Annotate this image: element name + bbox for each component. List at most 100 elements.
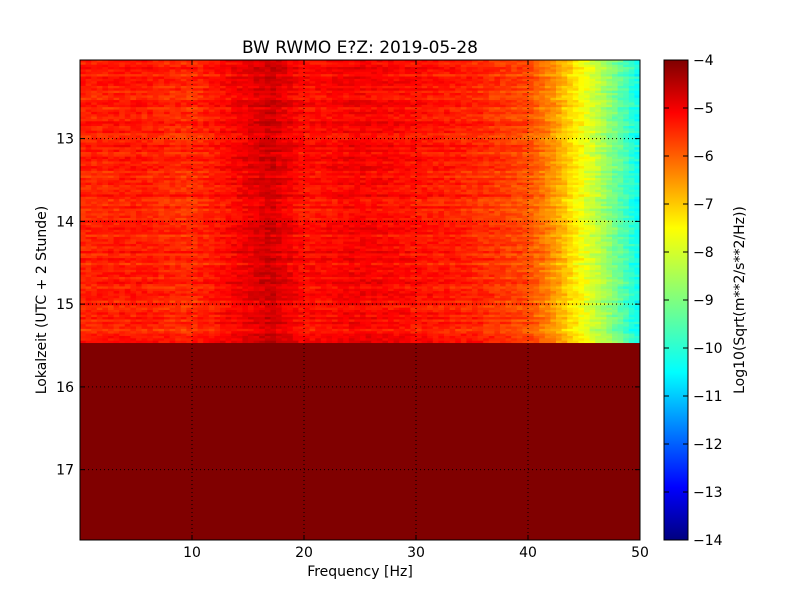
heatmap-cell [248,76,255,80]
heatmap-cell [102,74,109,78]
heatmap-cell [533,133,540,137]
heatmap-cell [612,123,619,127]
heatmap-cell [332,135,339,139]
heatmap-cell [315,64,322,68]
heatmap-cell [259,104,266,108]
heatmap-cell [203,71,210,75]
heatmap-cell [444,97,451,101]
heatmap-cell [304,126,311,129]
heatmap-cell [522,149,529,153]
heatmap-cell [225,97,232,101]
heatmap-cell [225,102,232,106]
heatmap-cell [477,142,484,146]
heatmap-cell [539,83,546,87]
heatmap-cell [281,88,288,92]
heatmap-cell [505,107,512,111]
heatmap-cell [561,109,568,113]
heatmap-cell [612,137,619,141]
heatmap-cell [113,144,120,148]
heatmap-cell [259,97,266,101]
heatmap-cell [320,62,327,66]
heatmap-cell [438,83,445,87]
heatmap-cell [511,114,518,118]
heatmap-cell [578,85,585,89]
heatmap-cell [175,126,182,129]
heatmap-cell [567,100,574,104]
heatmap-cell [337,97,344,101]
heatmap-cell [404,97,411,101]
heatmap-cell [500,81,507,85]
heatmap-cell [556,149,563,153]
heatmap-cell [192,123,199,127]
heatmap-cell [208,102,215,106]
heatmap-cell [399,60,406,63]
heatmap-cell [589,151,596,155]
heatmap-cell [544,133,551,137]
heatmap-cell [572,118,579,122]
heatmap-cell [298,88,305,92]
heatmap-cell [382,100,389,104]
heatmap-cell [404,126,411,129]
heatmap-cell [248,69,255,73]
heatmap-cell [276,69,283,73]
heatmap-cell [516,85,523,89]
heatmap-cell [567,121,574,125]
heatmap-cell [382,126,389,129]
heatmap-cell [119,93,126,96]
heatmap-cell [488,109,495,113]
heatmap-cell [348,67,355,71]
heatmap-cell [119,71,126,75]
heatmap-cell [264,74,271,78]
heatmap-cell [320,135,327,139]
heatmap-cell [494,116,501,120]
heatmap-cell [158,102,165,106]
heatmap-cell [281,90,288,94]
heatmap-cell [623,74,630,78]
heatmap-cell [337,133,344,137]
heatmap-cell [169,67,176,71]
heatmap-cell [287,149,294,153]
heatmap-cell [612,149,619,153]
heatmap-cell [304,93,311,96]
heatmap-cell [600,151,607,155]
heatmap-cell [421,83,428,87]
heatmap-cell [348,109,355,113]
heatmap-cell [343,151,350,155]
heatmap-cell [309,114,316,118]
heatmap-cell [242,154,249,158]
heatmap-cell [444,60,451,63]
heatmap-cell [623,126,630,129]
heatmap-cell [119,128,126,132]
heatmap-cell [421,126,428,129]
heatmap-cell [292,74,299,78]
heatmap-cell [169,78,176,82]
heatmap-cell [472,83,479,87]
heatmap-cell [455,107,462,111]
heatmap-cell [584,135,591,139]
heatmap-cell [186,154,193,158]
heatmap-cell [231,90,238,94]
heatmap-cell [147,88,154,92]
heatmap-cell [169,76,176,80]
heatmap-cell [175,144,182,148]
heatmap-cell [371,107,378,111]
heatmap-cell [567,93,574,96]
heatmap-cell [332,102,339,106]
heatmap-cell [276,133,283,137]
heatmap-cell [354,83,361,87]
heatmap-cell [264,78,271,82]
heatmap-cell [460,97,467,101]
heatmap-cell [466,147,473,151]
heatmap-cell [623,111,630,115]
heatmap-cell [550,97,557,101]
heatmap-cell [147,97,154,101]
heatmap-cell [259,60,266,63]
heatmap-cell [404,88,411,92]
heatmap-cell [539,100,546,104]
heatmap-cell [276,90,283,94]
heatmap-cell [438,109,445,113]
heatmap-cell [309,149,316,153]
heatmap-cell [365,62,372,66]
heatmap-cell [516,137,523,141]
heatmap-cell [634,88,640,92]
